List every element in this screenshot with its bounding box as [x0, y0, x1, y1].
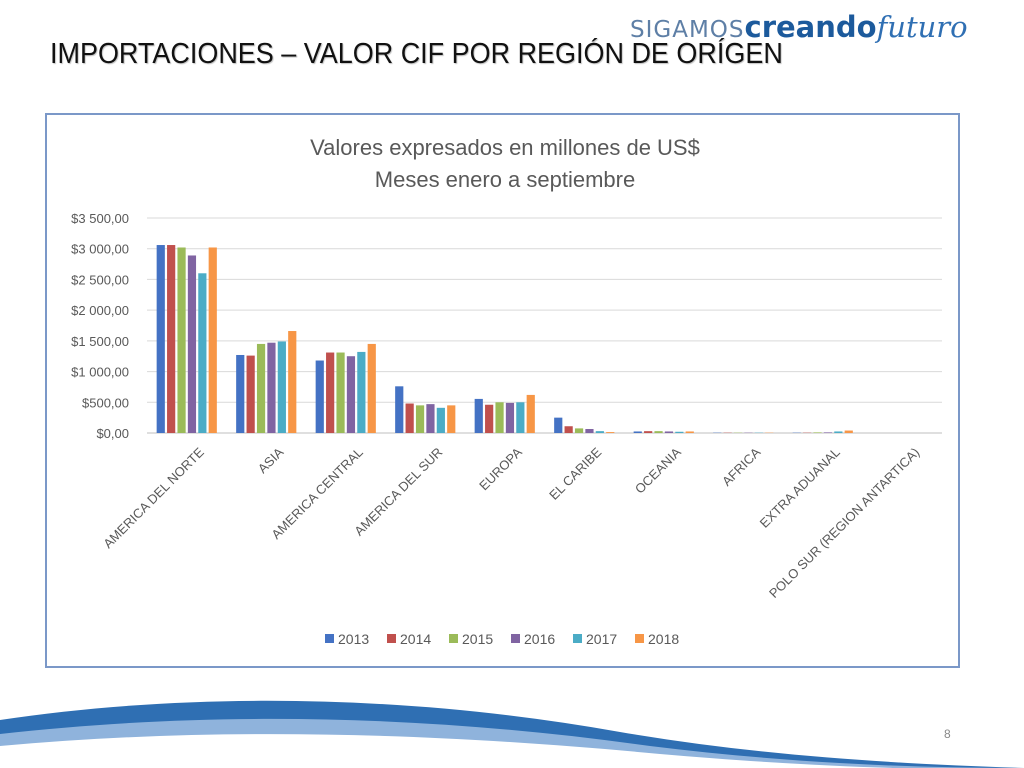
bar: [198, 273, 207, 433]
legend-label: 2013: [338, 631, 369, 647]
bar: [426, 404, 435, 433]
bar: [246, 355, 255, 433]
bar: [167, 245, 176, 433]
x-tick-label: AMERICA DEL SUR: [351, 445, 445, 539]
y-tick-label: $3 000,00: [71, 242, 129, 257]
bar: [633, 431, 642, 433]
bar: [357, 351, 366, 433]
logo-text-futuro: futuro: [876, 10, 968, 44]
logo-text-creando: creando: [744, 10, 877, 44]
legend-label: 2017: [586, 631, 617, 647]
legend-swatch: [573, 634, 582, 643]
x-tick-label: EUROPA: [476, 444, 525, 493]
bar: [595, 431, 604, 433]
bar: [644, 431, 653, 433]
x-tick-label: POLO SUR (REGION ANTARTICA): [766, 445, 922, 601]
swoosh-band-white: [0, 734, 893, 768]
bar: [315, 360, 324, 433]
x-tick-label: EXTRA ADUANAL: [757, 445, 843, 531]
bar: [367, 343, 376, 433]
x-tick-label: OCEANIA: [632, 444, 684, 496]
y-tick-label: $1 000,00: [71, 365, 129, 380]
bar: [336, 352, 345, 433]
bar: [436, 407, 445, 433]
bar: [447, 405, 456, 433]
x-tick-label: AMERICA DEL NORTE: [100, 444, 207, 551]
bar: [156, 245, 165, 433]
bar: [823, 432, 833, 433]
x-tick-label: ASIA: [255, 444, 287, 476]
x-tick-label: AFRICA: [719, 444, 764, 489]
bar: [844, 430, 853, 433]
bar: [516, 402, 525, 433]
bar: [177, 247, 186, 433]
bar: [395, 386, 404, 433]
bar: [187, 255, 197, 433]
bar: [267, 342, 276, 433]
bar: [415, 405, 425, 433]
bar: [485, 404, 494, 433]
bar: [564, 426, 573, 433]
bar: [813, 432, 822, 433]
bar: [574, 428, 584, 433]
legend-swatch: [635, 634, 644, 643]
bar: [474, 398, 483, 433]
chart: Valores expresados en millones de US$ Mes…: [71, 135, 942, 647]
legend-swatch: [325, 634, 334, 643]
bar: [405, 403, 414, 433]
bar: [675, 431, 684, 433]
legend-label: 2015: [462, 631, 493, 647]
y-tick-label: $0,00: [96, 426, 129, 441]
logo: SIGAMOScreandofuturo: [630, 10, 1014, 54]
decorative-swoosh: [0, 700, 1024, 768]
bar: [585, 429, 594, 433]
bar: [236, 354, 245, 433]
legend-label: 2014: [400, 631, 431, 647]
chart-subtitle: Meses enero a septiembre: [375, 167, 635, 192]
bar: [654, 431, 663, 433]
bar: [505, 402, 515, 433]
y-tick-label: $2 000,00: [71, 303, 129, 318]
bar: [834, 431, 843, 433]
logo-text-sigamos: SIGAMOS: [630, 17, 745, 43]
bar: [208, 247, 217, 433]
legend-swatch: [449, 634, 458, 643]
slide-title: IMPORTACIONES – VALOR CIF POR REGIÓN DE …: [50, 38, 783, 70]
y-tick-label: $500,00: [82, 395, 129, 410]
y-tick-label: $1 500,00: [71, 334, 129, 349]
bar: [495, 402, 504, 433]
y-tick-label: $3 500,00: [71, 211, 129, 226]
bar: [606, 432, 615, 433]
bar: [664, 431, 674, 433]
legend-label: 2018: [648, 631, 679, 647]
bar: [288, 331, 297, 433]
legend-label: 2016: [524, 631, 555, 647]
legend-swatch: [387, 634, 396, 643]
bar: [277, 341, 286, 433]
bar: [256, 343, 266, 433]
bar: [526, 394, 535, 433]
bar: [554, 417, 563, 433]
x-tick-label: EL CARIBE: [546, 444, 605, 503]
bar: [685, 431, 694, 433]
bar: [326, 352, 335, 433]
bar: [346, 356, 356, 433]
page-number: 8: [944, 727, 951, 741]
y-tick-label: $2 500,00: [71, 272, 129, 287]
chart-frame: Valores expresados en millones de US$ Mes…: [45, 113, 960, 668]
chart-title: Valores expresados en millones de US$: [310, 135, 700, 160]
legend-swatch: [511, 634, 520, 643]
